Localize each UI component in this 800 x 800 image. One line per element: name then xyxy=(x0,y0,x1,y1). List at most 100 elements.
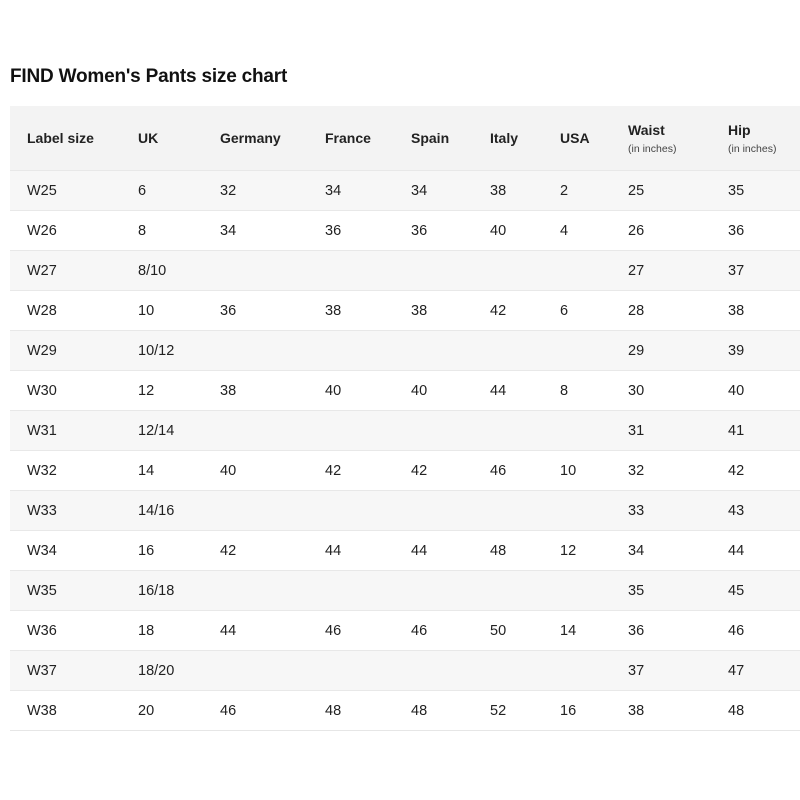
table-cell: 46 xyxy=(220,702,237,719)
table-row: W35 16/18 35 45 xyxy=(10,570,800,610)
table-cell: 2 xyxy=(560,182,569,199)
table-cell: 40 xyxy=(325,382,342,399)
table-cell: 25 xyxy=(628,182,645,199)
table-cell: 36 xyxy=(220,302,237,319)
table-cell: 6 xyxy=(138,182,147,199)
table-cell: 47 xyxy=(728,662,745,679)
table-cell: 46 xyxy=(728,622,745,639)
column-header-label: Germany xyxy=(220,130,281,146)
table-cell: 8/10 xyxy=(138,262,167,279)
table-cell: 44 xyxy=(490,382,507,399)
table-cell: 48 xyxy=(325,702,342,719)
column-header: Label size xyxy=(27,106,94,170)
column-header: Hip (in inches) xyxy=(728,106,776,170)
table-cell: W34 xyxy=(27,542,57,559)
table-cell: 31 xyxy=(628,422,645,439)
table-cell: 16 xyxy=(560,702,577,719)
table-row: W36 18 44 46 46 50 14 36 46 xyxy=(10,610,800,650)
table-cell: 44 xyxy=(411,542,428,559)
table-cell: 40 xyxy=(411,382,428,399)
table-cell: 48 xyxy=(728,702,745,719)
table-cell: 42 xyxy=(220,542,237,559)
column-header-label: Waist xyxy=(628,121,665,138)
table-cell: 8 xyxy=(560,382,569,399)
table-cell: 38 xyxy=(325,302,342,319)
table-cell: 30 xyxy=(628,382,645,399)
table-cell: 46 xyxy=(325,622,342,639)
table-cell: 14 xyxy=(138,462,155,479)
table-cell: 40 xyxy=(490,222,507,239)
table-cell: 38 xyxy=(490,182,507,199)
table-cell: W30 xyxy=(27,382,57,399)
table-row: W26 8 34 36 36 40 4 26 36 xyxy=(10,210,800,250)
table-cell: 10 xyxy=(560,462,577,479)
table-cell: 35 xyxy=(628,582,645,599)
table-cell: 46 xyxy=(490,462,507,479)
table-cell: 37 xyxy=(628,662,645,679)
table-cell: 42 xyxy=(728,462,745,479)
table-cell: 34 xyxy=(628,542,645,559)
table-cell: 42 xyxy=(490,302,507,319)
page-title: FIND Women's Pants size chart xyxy=(10,66,288,87)
column-header-unit: (in inches) xyxy=(628,142,677,155)
column-header-label: Spain xyxy=(411,130,450,146)
table-cell: W27 xyxy=(27,262,57,279)
table-row: W34 16 42 44 44 48 12 34 44 xyxy=(10,530,800,570)
table-cell: 10/12 xyxy=(138,342,175,359)
table-cell: W37 xyxy=(27,662,57,679)
table-cell: 36 xyxy=(628,622,645,639)
table-cell: 16/18 xyxy=(138,582,175,599)
table-cell: 34 xyxy=(220,222,237,239)
table-cell: W25 xyxy=(27,182,57,199)
table-row: W29 10/12 29 39 xyxy=(10,330,800,370)
table-cell: W35 xyxy=(27,582,57,599)
table-cell: 33 xyxy=(628,502,645,519)
column-header-label: Label size xyxy=(27,130,94,146)
column-header-label: Italy xyxy=(490,130,519,146)
table-cell: 44 xyxy=(220,622,237,639)
table-cell: 36 xyxy=(325,222,342,239)
column-header: Italy xyxy=(490,106,518,170)
table-row: W37 18/20 37 47 xyxy=(10,650,800,690)
table-cell: W29 xyxy=(27,342,57,359)
table-cell: 40 xyxy=(220,462,237,479)
table-cell: 14 xyxy=(560,622,577,639)
table-cell: 38 xyxy=(728,302,745,319)
column-header: UK xyxy=(138,106,158,170)
table-cell: 52 xyxy=(490,702,507,719)
table-cell: W32 xyxy=(27,462,57,479)
table-cell: 43 xyxy=(728,502,745,519)
table-cell: 48 xyxy=(411,702,428,719)
table-row: W28 10 36 38 38 42 6 28 38 xyxy=(10,290,800,330)
table-cell: 34 xyxy=(411,182,428,199)
table-cell: 39 xyxy=(728,342,745,359)
table-cell: 44 xyxy=(728,542,745,559)
column-header: France xyxy=(325,106,371,170)
table-cell: W36 xyxy=(27,622,57,639)
table-cell: 18/20 xyxy=(138,662,175,679)
table-cell: 50 xyxy=(490,622,507,639)
table-cell: 18 xyxy=(138,622,155,639)
table-row: W30 12 38 40 40 44 8 30 40 xyxy=(10,370,800,410)
column-header-label: Hip xyxy=(728,121,751,138)
table-cell: W26 xyxy=(27,222,57,239)
table-cell: 12 xyxy=(138,382,155,399)
table-cell: 46 xyxy=(411,622,428,639)
table-cell: 36 xyxy=(728,222,745,239)
table-cell: 38 xyxy=(220,382,237,399)
table-cell: 40 xyxy=(728,382,745,399)
column-header-label: UK xyxy=(138,130,159,146)
table-cell: 35 xyxy=(728,182,745,199)
table-cell: 41 xyxy=(728,422,745,439)
column-header-unit: (in inches) xyxy=(728,142,777,155)
table-cell: W38 xyxy=(27,702,57,719)
column-header: Spain xyxy=(411,106,449,170)
table-cell: W31 xyxy=(27,422,57,439)
table-cell: 14/16 xyxy=(138,502,175,519)
table-cell: 29 xyxy=(628,342,645,359)
table-cell: W28 xyxy=(27,302,57,319)
table-cell: 38 xyxy=(628,702,645,719)
table-cell: 38 xyxy=(411,302,428,319)
table-cell: 42 xyxy=(325,462,342,479)
table-cell: 32 xyxy=(628,462,645,479)
